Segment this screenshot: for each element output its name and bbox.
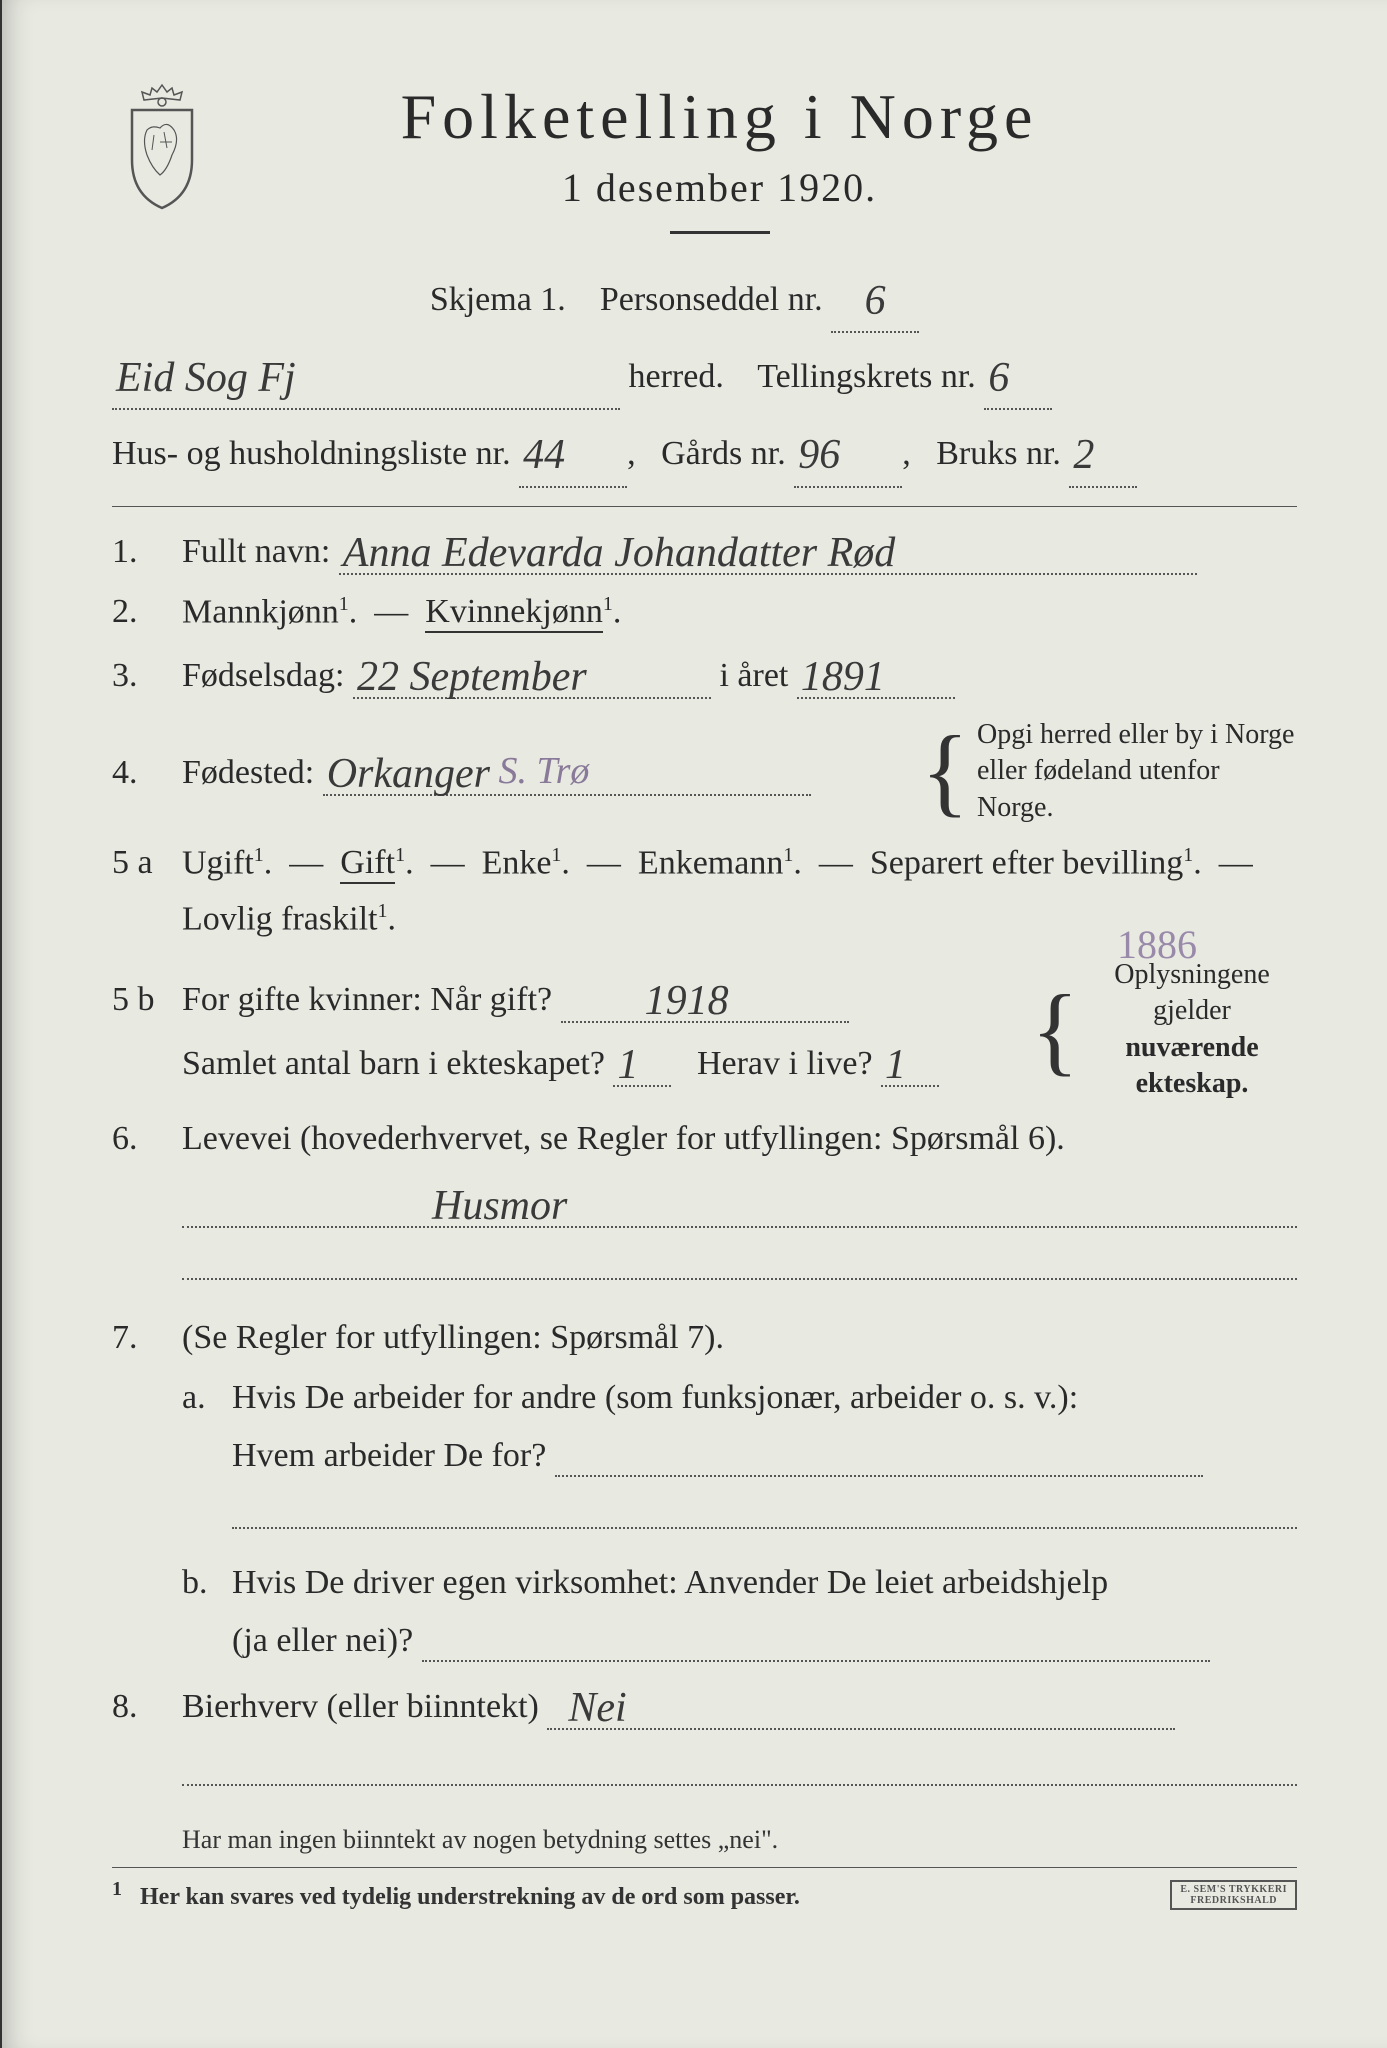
q4-row: 4. Fødested: Orkanger S. Trø { Opgi herr… — [112, 717, 1297, 826]
husliste-nr: 44 — [523, 432, 565, 478]
section-divider — [112, 506, 1297, 507]
q2-row: 2. Mannkjønn1. — Kvinnekjønn1. — [112, 593, 1297, 631]
q5b-barn-live: 1 — [885, 1042, 906, 1088]
q5b-margin-year: 1886 — [1117, 921, 1197, 968]
schema-label: Skjema 1. — [430, 281, 566, 318]
q5b-label1: For gifte kvinner: Når gift? — [182, 981, 552, 1018]
husliste-label: Hus- og husholdningsliste nr. — [112, 435, 511, 472]
subtitle: 1 desember 1920. — [242, 164, 1197, 211]
header: Folketelling i Norge 1 desember 1920. — [112, 80, 1297, 254]
q5a-num: 5 a — [112, 844, 182, 882]
q4-num: 4. — [112, 754, 182, 792]
q3-label: Fødselsdag: — [182, 657, 344, 694]
q1-row: 1. Fullt navn: Anna Edevarda Johandatter… — [112, 525, 1297, 575]
q3-num: 3. — [112, 657, 182, 695]
q6-value: Husmor — [432, 1183, 567, 1229]
herred-label: herred. — [629, 358, 724, 395]
q8-blank-line — [182, 1754, 1297, 1786]
herred-line: Eid Sog Fj herred. Tellingskrets nr. 6 — [112, 341, 1297, 410]
q5b-num: 5 b — [112, 981, 182, 1019]
q6-row: 6. Levevei (hovederhvervet, se Regler fo… — [112, 1120, 1297, 1289]
personseddel-nr: 6 — [865, 278, 886, 324]
q3-row: 3. Fødselsdag: 22 September i året 1891 — [112, 649, 1297, 699]
q5b-note2-b: nuværende — [1125, 1032, 1258, 1063]
q2-num: 2. — [112, 593, 182, 631]
q7a-blank — [555, 1437, 1203, 1477]
tellingskrets-label: Tellingskrets nr. — [757, 358, 976, 395]
bruks-label: Bruks nr. — [936, 435, 1061, 472]
q5b-note3: ekteskap. — [1136, 1068, 1249, 1099]
q6-num: 6. — [112, 1120, 182, 1158]
q7b-text2: (ja eller nei)? — [232, 1622, 413, 1659]
q6-blank-line — [182, 1248, 1297, 1280]
q5a-separert: Separert efter bevilling — [870, 844, 1183, 881]
footnote: Har man ingen biinntekt av nogen betydni… — [182, 1825, 1297, 1855]
q7a-label: a. — [182, 1379, 232, 1538]
gards-nr: 96 — [798, 432, 840, 478]
q7-label: (Se Regler for utfyllingen: Spørsmål 7). — [182, 1319, 724, 1356]
q7a-text1: Hvis De arbeider for andre (som funksjon… — [232, 1379, 1297, 1417]
q4-value-faded: S. Trø — [499, 750, 590, 792]
q5a-enkemann: Enkemann — [638, 844, 783, 881]
brace-icon: { — [921, 726, 969, 816]
q7b-label: b. — [182, 1564, 232, 1662]
tellingskrets-nr: 6 — [988, 355, 1009, 401]
printer-stamp: E. SEM'S TRYKKERI FREDRIKSHALD — [1170, 1880, 1297, 1910]
q2-kvinne: Kvinnekjønn — [425, 593, 603, 633]
coat-of-arms-icon — [112, 80, 212, 210]
q5a-fraskilt: Lovlig fraskilt — [182, 901, 377, 938]
q7-num: 7. — [112, 1319, 182, 1357]
q4-value: Orkanger — [327, 751, 490, 797]
q6-label: Levevei (hovederhvervet, se Regler for u… — [182, 1120, 1065, 1157]
title-divider — [670, 231, 770, 234]
schema-line: Skjema 1. Personseddel nr. 6 — [112, 264, 1297, 333]
q8-num: 8. — [112, 1688, 182, 1726]
q8-value: Nei — [568, 1685, 626, 1731]
q1-label: Fullt navn: — [182, 533, 330, 570]
bruks-nr: 2 — [1073, 432, 1094, 478]
q4-hint-a: Opgi herred eller by i Norge — [977, 717, 1297, 753]
title-block: Folketelling i Norge 1 desember 1920. — [242, 80, 1297, 254]
q7-row: 7. (Se Regler for utfyllingen: Spørsmål … — [112, 1319, 1297, 1662]
census-form-page: Folketelling i Norge 1 desember 1920. Sk… — [0, 0, 1387, 2048]
footer-text: Her kan svares ved tydelig understreknin… — [140, 1884, 800, 1910]
hus-line: Hus- og husholdningsliste nr. 44, Gårds … — [112, 418, 1297, 487]
q7a-blank-line — [232, 1497, 1297, 1529]
footer: 1 Her kan svares ved tydelig understrekn… — [112, 1867, 1297, 1911]
q5b-gift-year: 1918 — [565, 978, 729, 1024]
q5b-label3: Herav i live? — [697, 1045, 873, 1082]
q5b-barn-total: 1 — [617, 1042, 638, 1088]
q8-row: 8. Bierhverv (eller biinntekt) Nei — [112, 1680, 1297, 1795]
q3-year-label: i året — [719, 657, 788, 694]
q4-hint-b: eller fødeland utenfor Norge. — [977, 753, 1297, 826]
q2-mann: Mannkjønn — [182, 593, 339, 630]
q7a-text2: Hvem arbeider De for? — [232, 1437, 546, 1474]
q3-year: 1891 — [801, 654, 885, 700]
q5b-row: 5 b For gifte kvinner: Når gift? 1918 Sa… — [112, 957, 1297, 1103]
personseddel-label: Personseddel nr. — [600, 281, 823, 318]
q4-label: Fødested: — [182, 754, 314, 791]
herred-value: Eid Sog Fj — [116, 355, 296, 401]
q5a-enke: Enke — [482, 844, 552, 881]
q5b-label2: Samlet antal barn i ekteskapet? — [182, 1045, 605, 1082]
q5a-ugift: Ugift — [182, 844, 254, 881]
footer-sup: 1 — [112, 1878, 122, 1900]
brace-icon-2: { — [1031, 985, 1079, 1075]
q3-day: 22 September — [357, 654, 587, 700]
main-title: Folketelling i Norge — [242, 80, 1197, 154]
q8-label: Bierhverv (eller biinntekt) — [182, 1688, 539, 1725]
gards-label: Gårds nr. — [661, 435, 786, 472]
q5a-gift: Gift — [340, 844, 395, 884]
q7b-text1: Hvis De driver egen virksomhet: Anvender… — [232, 1564, 1297, 1602]
q7b-blank — [422, 1622, 1210, 1662]
q5b-note2-a: gjelder — [1153, 995, 1231, 1026]
q1-value: Anna Edevarda Johandatter Rød — [343, 530, 896, 576]
q1-num: 1. — [112, 533, 182, 571]
